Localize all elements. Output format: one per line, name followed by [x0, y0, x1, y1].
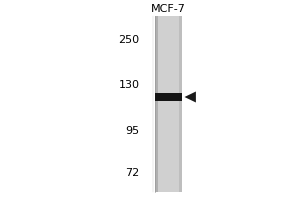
Bar [154, 93, 182, 101]
Polygon shape [184, 92, 196, 102]
Text: 95: 95 [125, 126, 140, 136]
Text: 72: 72 [125, 168, 140, 178]
Text: 130: 130 [118, 80, 140, 90]
Text: MCF-7: MCF-7 [151, 4, 185, 14]
Bar [154, 16, 158, 192]
Text: 250: 250 [118, 35, 140, 45]
Bar [179, 16, 181, 192]
Bar [154, 16, 182, 192]
